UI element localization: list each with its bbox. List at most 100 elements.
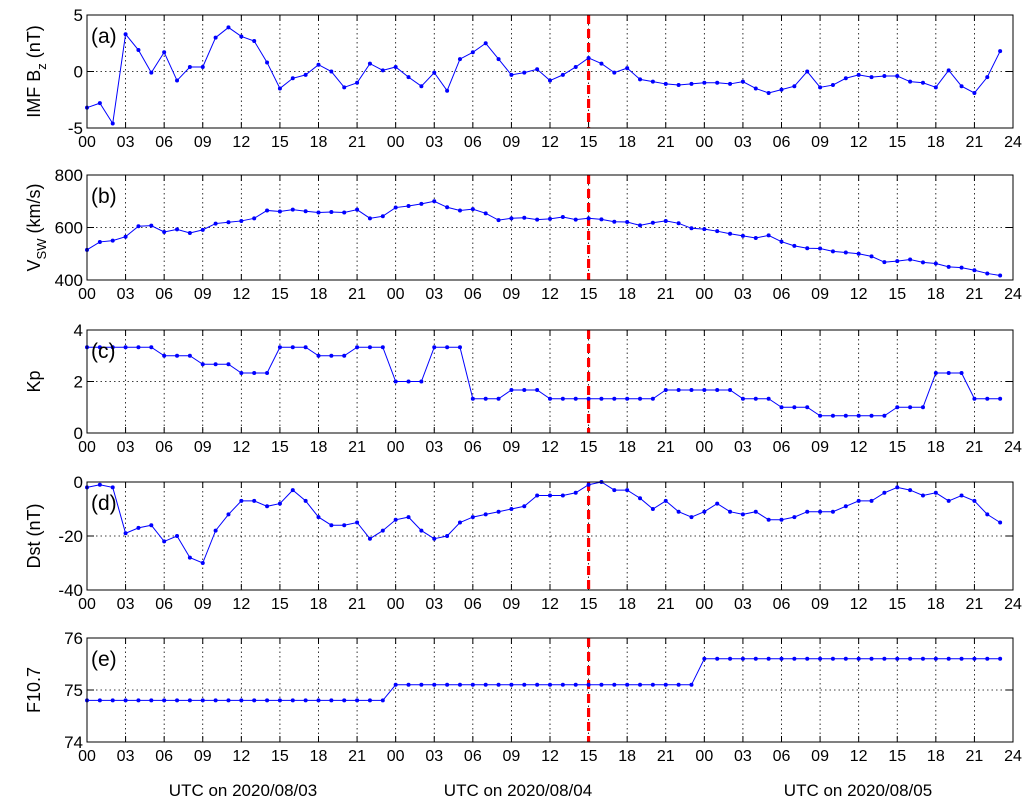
f107-data-point: [805, 656, 810, 661]
f107-xtick-label: 09: [503, 748, 521, 765]
f107-xtick-label: 12: [850, 748, 868, 765]
dst-ylabel: Dst (nT): [24, 504, 44, 569]
vsw-ytick-label: 400: [55, 271, 83, 290]
f107-data-point: [972, 656, 977, 661]
vsw-data-point: [869, 254, 874, 259]
imf-bz-data-point: [162, 50, 167, 55]
kp-data-point: [187, 353, 192, 358]
kp-xtick-label: 21: [657, 439, 675, 456]
dst-data-point: [830, 509, 835, 514]
kp-data-point: [728, 387, 733, 392]
kp-data-point: [457, 345, 462, 350]
vsw-data-point: [959, 265, 964, 270]
f107-series-line: [87, 658, 1001, 701]
f107-data-point: [920, 656, 925, 661]
kp-data-point: [753, 396, 758, 401]
kp-panel-label: (c): [91, 340, 116, 363]
f107-data-point: [625, 682, 630, 687]
vsw-data-point: [97, 239, 102, 244]
kp-data-point: [998, 396, 1003, 401]
kp-data-point: [650, 396, 655, 401]
kp-data-point: [908, 405, 913, 410]
dst-data-point: [895, 485, 900, 490]
vsw-data-point: [535, 217, 540, 222]
kp-data-point: [239, 371, 244, 376]
dst-data-point: [419, 528, 424, 533]
kp-data-point: [702, 387, 707, 392]
dst-series-line: [86, 481, 1001, 564]
f107-ytick-label: 75: [64, 681, 83, 700]
imf-bz-xtick-label: 09: [503, 134, 521, 151]
dst-ytick-label: -20: [58, 527, 83, 546]
kp-data-point: [303, 345, 308, 350]
kp-xtick-label: 18: [310, 439, 328, 456]
f107-data-point: [843, 656, 848, 661]
f107-xtick-label: 15: [580, 748, 598, 765]
imf-bz-data-point: [367, 61, 372, 66]
imf-bz-xtick-label: 15: [271, 134, 289, 151]
dst-data-point: [920, 493, 925, 498]
f107-data-point: [650, 682, 655, 687]
dst-data-point: [355, 520, 360, 525]
kp-data-point: [856, 413, 861, 418]
kp-data-point: [689, 387, 694, 392]
dst-xtick-label: 18: [927, 596, 945, 613]
dst-xtick-label: 06: [773, 596, 791, 613]
f107-panel: 00 03 06 09 12 15 18 21 00 03 06 09 12 15 18 21 00 03 06 09…: [24, 629, 1022, 765]
f107-data-point: [599, 682, 604, 687]
f107-data-point: [213, 698, 218, 703]
imf-bz-data-point: [380, 68, 385, 73]
dst-data-point: [445, 534, 450, 538]
imf-bz-data-point: [445, 88, 450, 93]
dst-data-point: [200, 561, 205, 565]
vsw-panel: 00 03 06 09 12 15 18 21 00 03 06 09 12 15 18 21 00 03 06 09…: [24, 166, 1022, 303]
vsw-ylabel: VSW (km/s): [24, 184, 49, 272]
f107-data-point: [175, 698, 180, 703]
f107-xtick-label: 06: [464, 748, 482, 765]
kp-data-point: [290, 345, 295, 350]
f107-data-point: [908, 656, 913, 661]
f107-data-point: [933, 656, 938, 661]
vsw-xtick-label: 03: [734, 286, 752, 303]
vsw-xtick-label: 21: [348, 286, 366, 303]
dst-xtick-label: 06: [464, 596, 482, 613]
dst-data-point: [985, 512, 990, 517]
vsw-series-line: [86, 200, 1001, 277]
dst-xtick-label: 15: [271, 596, 289, 613]
imf-bz-ytick-label: -5: [68, 119, 83, 138]
kp-data-point: [805, 405, 810, 410]
dst-panel: 00 03 06 09 12 15 18 21 00 03 06 09 12 15 18 21 00 03 06 09…: [24, 473, 1022, 613]
f107-data-point: [265, 698, 270, 703]
imf-bz-ylabel: IMF Bz (nT): [24, 25, 49, 118]
f107-data-point: [882, 656, 887, 661]
imf-bz-data-point: [908, 79, 913, 84]
imf-bz-xtick-label: 18: [310, 134, 328, 151]
dst-data-point: [277, 501, 282, 506]
imf-bz-data-point: [97, 101, 102, 106]
f107-data-point: [162, 698, 167, 703]
f107-xtick-label: 06: [155, 748, 173, 765]
dst-xtick-label: 09: [503, 596, 521, 613]
vsw-data-point: [638, 223, 643, 228]
dst-data-point: [162, 539, 167, 544]
f107-xtick-label: 21: [966, 748, 984, 765]
vsw-xtick-label: 03: [117, 286, 135, 303]
imf-bz-xtick-label: 06: [464, 134, 482, 151]
imf-bz-data-point: [805, 69, 810, 74]
vsw-data-point: [187, 231, 192, 236]
f107-data-point: [728, 656, 733, 661]
vsw-xtick-label: 00: [387, 286, 405, 303]
f107-xtick-label: 12: [541, 748, 559, 765]
kp-ytick-label: 2: [74, 373, 83, 392]
dst-data-point: [226, 512, 231, 517]
dst-data-point: [342, 523, 347, 528]
vsw-data-point: [728, 231, 733, 236]
imf-bz-xtick-label: 06: [773, 134, 791, 151]
imf-bz-xtick-label: 03: [117, 134, 135, 151]
imf-bz-data-point: [265, 60, 270, 65]
f107-data-point: [740, 656, 745, 661]
imf-bz-data-point: [457, 57, 462, 62]
imf-bz-data-point: [625, 66, 630, 71]
f107-data-point: [380, 698, 385, 703]
imf-bz-data-point: [560, 72, 565, 77]
